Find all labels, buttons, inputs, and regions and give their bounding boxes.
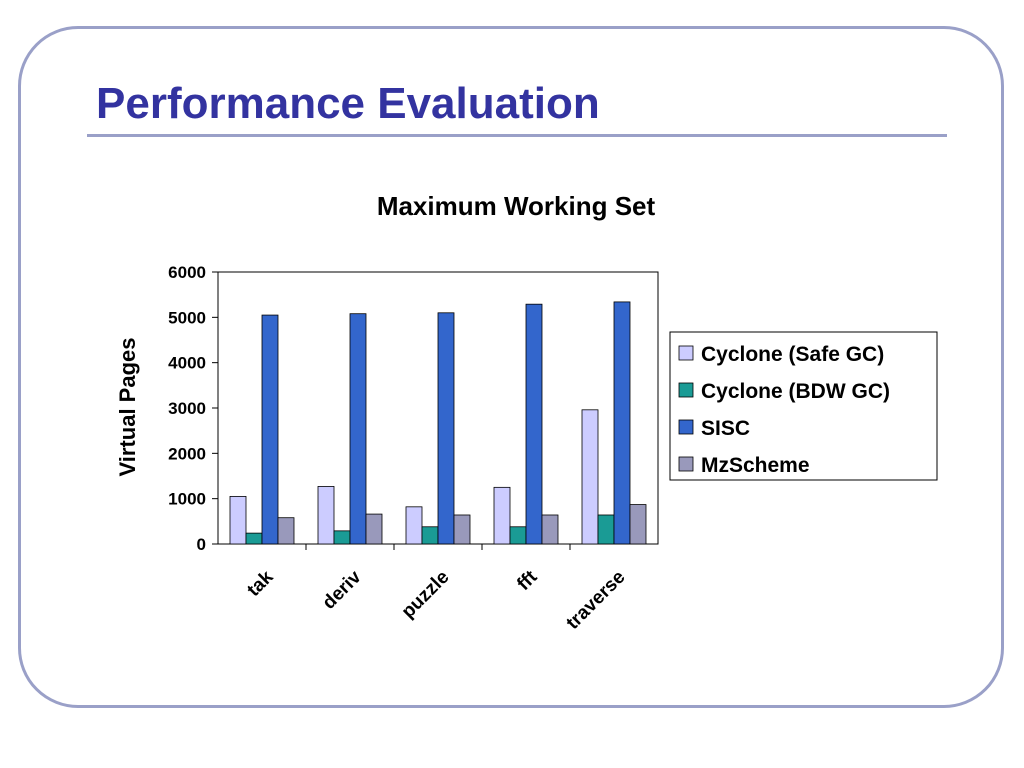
legend-label: Cyclone (BDW GC): [701, 380, 890, 403]
bar: [405, 506, 423, 545]
x-tick-label: fft: [513, 566, 542, 595]
x-tick-label: traverse: [562, 567, 629, 634]
legend-swatch: [678, 382, 694, 398]
legend-swatch: [678, 456, 694, 472]
bar: [421, 526, 439, 545]
legend-swatch: [678, 345, 694, 361]
bar: [229, 495, 247, 545]
bar: [317, 486, 335, 545]
x-tick-label: puzzle: [398, 567, 454, 623]
y-tick-label: 5000: [168, 308, 206, 327]
chart-title: Maximum Working Set: [377, 191, 656, 221]
legend-box: [669, 331, 938, 481]
bar: [581, 409, 599, 545]
x-tick-label: deriv: [319, 566, 366, 613]
bar: [541, 514, 559, 545]
y-tick-label: 6000: [168, 263, 206, 282]
x-tick-label: tak: [243, 566, 278, 601]
bar: [437, 312, 455, 545]
y-tick-label: 4000: [168, 354, 206, 373]
y-tick-label: 3000: [168, 399, 206, 418]
bar: [629, 504, 647, 545]
title-divider: [87, 134, 947, 137]
y-tick-label: 1000: [168, 490, 206, 509]
plot-area: 0 1000 2000 3000 4000 5000 6000 tak deriv puzzle f…: [168, 263, 659, 634]
y-tick-label: 0: [197, 535, 206, 554]
chart-legend: Cyclone (Safe GC) Cyclone (BDW GC) SISC MzS…: [669, 331, 938, 481]
bar: [277, 517, 295, 545]
slide-title: Performance Evaluation: [96, 79, 600, 128]
bar: [453, 514, 471, 545]
bar: [333, 530, 351, 545]
bar: [245, 532, 263, 545]
bar: [349, 313, 367, 545]
bar: [261, 314, 279, 545]
bar: [365, 513, 383, 545]
legend-label: Cyclone (Safe GC): [701, 343, 884, 366]
y-tick-label: 2000: [168, 444, 206, 463]
legend-label: MzScheme: [701, 454, 810, 477]
y-axis-label: Virtual Pages: [115, 338, 140, 477]
bar: [597, 514, 615, 545]
legend-label: SISC: [701, 417, 750, 440]
bar: [493, 486, 511, 545]
bar: [613, 301, 631, 545]
legend-swatch: [678, 419, 694, 435]
bar: [509, 526, 527, 545]
bar: [525, 303, 543, 545]
